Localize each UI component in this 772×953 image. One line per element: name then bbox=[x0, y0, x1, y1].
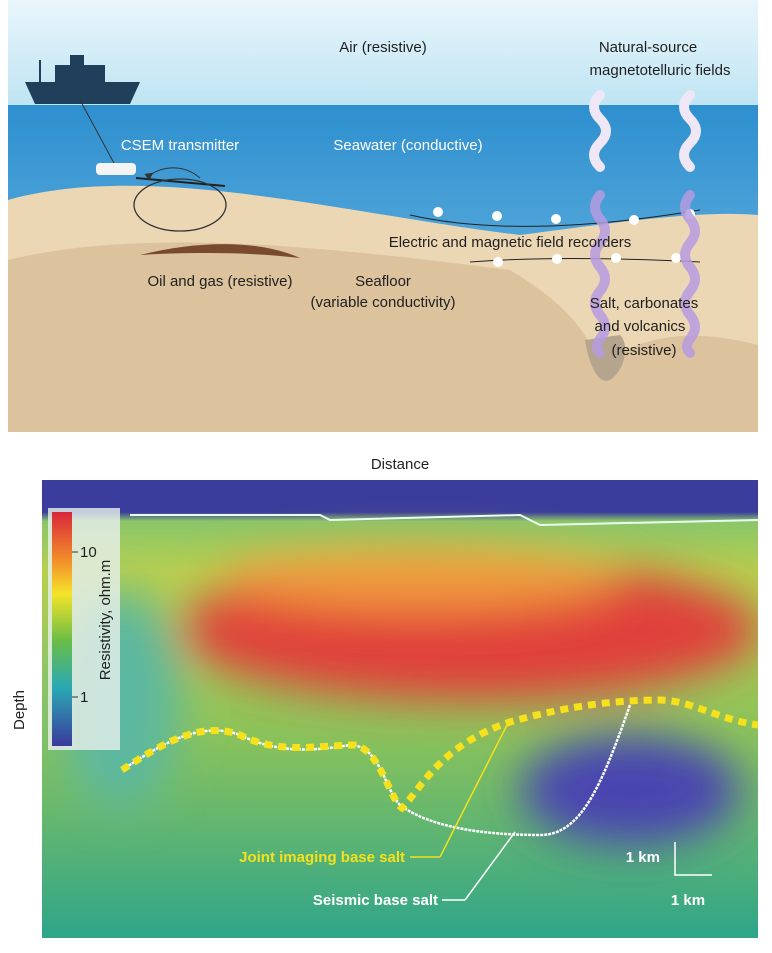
joint-label: Joint imaging base salt bbox=[239, 849, 405, 866]
scale-label: 1 km bbox=[671, 892, 705, 909]
scale-label: 1 km bbox=[626, 849, 660, 866]
salt-label: and volcanics bbox=[595, 318, 686, 335]
salt-label: Salt, carbonates bbox=[590, 295, 698, 312]
survey-diagram: Air (resistive) Natural-source magnetote… bbox=[8, 0, 758, 432]
seismic-label: Seismic base salt bbox=[313, 892, 438, 909]
colorbar-label: Resistivity, ohm.m bbox=[97, 560, 114, 681]
salt-label: (resistive) bbox=[611, 342, 676, 359]
seafloor-label: (variable conductivity) bbox=[310, 294, 455, 311]
mt-label: magnetotelluric fields bbox=[590, 62, 731, 79]
colorbar-tick-label: 1 bbox=[80, 689, 88, 706]
resistivity-section bbox=[42, 480, 758, 938]
mt-label: Natural-source bbox=[599, 39, 697, 56]
y-axis-label: Depth bbox=[11, 690, 28, 730]
seawater-label: Seawater (conductive) bbox=[333, 137, 482, 154]
recorders-label: Electric and magnetic field recorders bbox=[389, 234, 632, 251]
colorbar: 10 1 Resistivity, ohm.m bbox=[48, 508, 120, 750]
transmitter-label: CSEM transmitter bbox=[121, 137, 239, 154]
x-axis-label: Distance bbox=[371, 456, 429, 473]
colorbar-tick-label: 10 bbox=[80, 544, 97, 561]
oil-gas-label: Oil and gas (resistive) bbox=[147, 273, 292, 290]
seafloor-label: Seafloor bbox=[355, 273, 411, 290]
air-label: Air (resistive) bbox=[339, 39, 427, 56]
